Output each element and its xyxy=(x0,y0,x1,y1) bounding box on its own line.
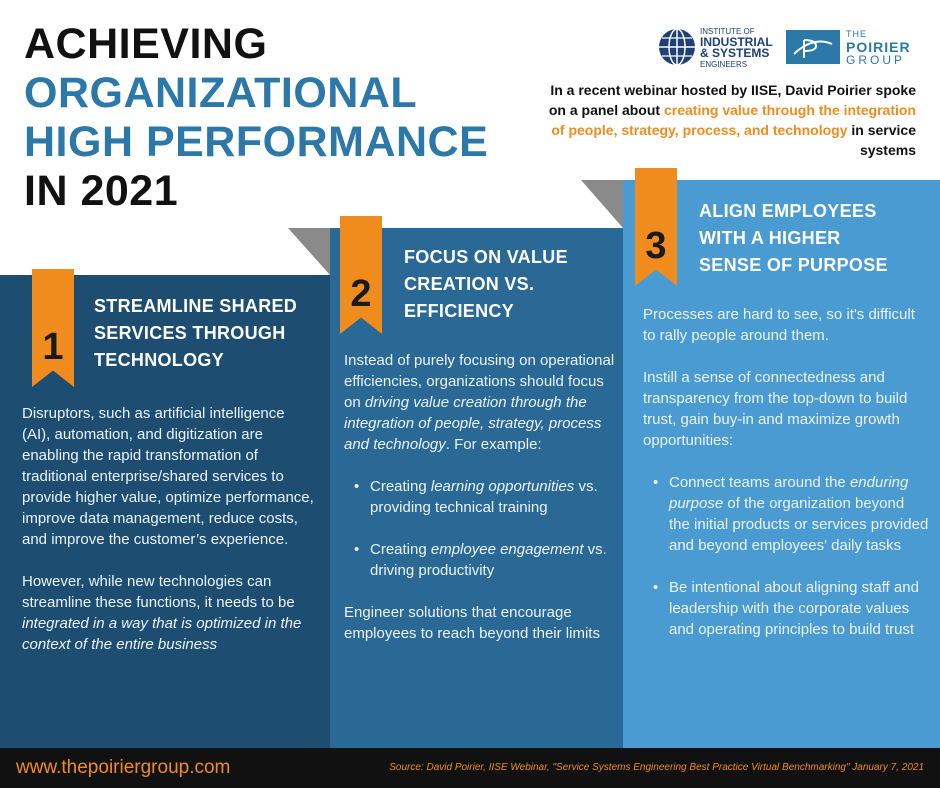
step-3-number: 3 xyxy=(645,225,667,267)
step-2-bullet-2-end: vs. driving productivity xyxy=(370,541,607,579)
intro-part-1: In a recent webinar hosted by IISE, Davi… xyxy=(548,82,916,118)
step-2-intro-emphasis: driving value creation through the integ… xyxy=(344,394,602,453)
step-2-bullet-1-start: Creating xyxy=(370,478,431,495)
step-3-heading-line-1: ALIGN EMPLOYEES xyxy=(699,201,877,221)
step-3-body: Processes are hard to see, so it's diffi… xyxy=(643,304,929,640)
step-1-body: Disruptors, such as artificial intellige… xyxy=(22,403,314,655)
step-2-intro-end: . For example: xyxy=(445,436,542,453)
iise-line-2: INDUSTRIAL xyxy=(700,35,773,49)
step-2-badge: 2 xyxy=(340,216,382,334)
step-1-paragraph-2-start: However, while new technologies can stre… xyxy=(22,573,295,611)
iise-logo-text: INSTITUTE OF INDUSTRIAL & SYSTEMS ENGINE… xyxy=(700,26,773,70)
step-3-bullet-2-text: Be intentional about aligning staff and … xyxy=(669,579,919,638)
step-1-heading: STREAMLINE SHARED SERVICES THROUGH TECHN… xyxy=(94,293,297,374)
step-3-bullet-1-emphasis: enduring purpose xyxy=(669,474,909,512)
pg-line-1: THE xyxy=(846,29,867,39)
step-2-heading-line-2: CREATION VS. xyxy=(404,274,535,294)
step-2-bullet-2: • Creating employee engagement vs. drivin… xyxy=(344,539,618,581)
bullet-dot-icon: • xyxy=(354,541,360,558)
step-2-bullet-2-start: Creating xyxy=(370,541,431,558)
step-3-paragraph-1: Processes are hard to see, so it's diffi… xyxy=(643,306,915,344)
iise-line-3: & SYSTEMS xyxy=(700,46,770,60)
iise-line-4: ENGINEERS xyxy=(700,60,748,69)
step-2-number: 2 xyxy=(350,273,372,315)
step-1-paragraph-1: Disruptors, such as artificial intellige… xyxy=(22,405,314,548)
step-2-body: Instead of purely focusing on operationa… xyxy=(344,350,618,644)
step-1-heading-line-1: STREAMLINE SHARED xyxy=(94,296,298,316)
step-1-paragraph-2: However, while new technologies can stre… xyxy=(22,571,314,655)
step-1-paragraph-2-emphasis: integrated in a way that is optimized in… xyxy=(22,615,302,653)
step-1-number: 1 xyxy=(42,326,64,368)
globe-logo-icon xyxy=(659,28,695,66)
intro-highlight: creating value through the integration o… xyxy=(551,102,916,138)
step-3-heading: ALIGN EMPLOYEES WITH A HIGHER SENSE OF P… xyxy=(699,198,888,279)
step-1-heading-line-2: SERVICES THROUGH xyxy=(94,323,286,343)
footer-bar: www.thepoiriergroup.com Source: David Po… xyxy=(0,748,940,788)
step-1-heading-line-3: TECHNOLOGY xyxy=(94,350,225,370)
pg-line-3: GROUP xyxy=(846,53,906,67)
step-2-bullet-1-end: vs. providing technical training xyxy=(370,478,598,516)
step-1-panel: 1 STREAMLINE SHARED SERVICES THROUGH TEC… xyxy=(0,269,330,748)
title-line-3: HIGH PERFORMANCE xyxy=(24,118,489,166)
title-line-4: IN 2021 xyxy=(24,167,179,215)
step-2-bullet-2-emphasis: employee engagement xyxy=(430,541,584,558)
step-3-heading-line-3: SENSE OF PURPOSE xyxy=(699,255,888,275)
step-1-badge: 1 xyxy=(32,269,74,387)
step-3-bullet-1-start: Connect teams around the xyxy=(669,474,850,491)
title-line-1: ACHIEVING xyxy=(24,20,268,68)
intro-text: In a recent webinar hosted by IISE, Davi… xyxy=(536,80,916,160)
step-2-intro-start: Instead of purely focusing on operationa… xyxy=(344,352,615,411)
step-3-bullet-1-end: of the organization beyond the initial p… xyxy=(669,495,929,554)
step-3-badge: 3 xyxy=(635,168,677,286)
step-3-bullet-2: • Be intentional about aligning staff and… xyxy=(643,577,929,640)
step-3-panel: 3 ALIGN EMPLOYEES WITH A HIGHER SENSE OF… xyxy=(623,168,940,748)
step-2-intro: Instead of purely focusing on operationa… xyxy=(344,350,618,455)
source-citation: Source: David Poirier, IISE Webinar, "Se… xyxy=(389,762,924,773)
bullet-dot-icon: • xyxy=(354,478,360,495)
step-fold-2 xyxy=(288,228,330,275)
step-2-heading: FOCUS ON VALUE CREATION VS. EFFICIENCY xyxy=(404,244,568,325)
bullet-dot-icon: • xyxy=(653,474,659,491)
step-3-heading-line-2: WITH A HIGHER xyxy=(699,228,841,248)
page-title: ACHIEVING ORGANIZATIONAL HIGH PERFORMANC… xyxy=(24,20,488,216)
title-line-2: ORGANIZATIONAL xyxy=(24,69,418,117)
website-link[interactable]: www.thepoiriergroup.com xyxy=(16,757,231,778)
step-2-heading-line-1: FOCUS ON VALUE xyxy=(404,247,568,267)
step-2-bullet-1-emphasis: learning opportunities xyxy=(430,478,575,495)
intro-part-2: in service systems xyxy=(847,122,916,158)
poirier-mark-icon xyxy=(786,30,840,64)
step-2-panel: 2 FOCUS ON VALUE CREATION VS. EFFICIENCY… xyxy=(330,216,623,748)
step-2-heading-line-3: EFFICIENCY xyxy=(404,301,515,321)
step-3-paragraph-2: Instill a sense of connectedness and tra… xyxy=(643,369,908,449)
partner-logos: INSTITUTE OF INDUSTRIAL & SYSTEMS ENGINE… xyxy=(658,22,928,72)
step-2-closing: Engineer solutions that encourage employ… xyxy=(344,604,600,642)
step-fold-3 xyxy=(581,180,623,228)
step-2-bullet-1: • Creating learning opportunities vs. pro… xyxy=(344,476,618,518)
iise-line-1: INSTITUTE OF xyxy=(700,27,755,36)
step-3-bullet-1: • Connect teams around the enduring purpo… xyxy=(643,472,929,556)
pg-line-2: POIRIER xyxy=(846,39,911,55)
poirier-logo-text: THE POIRIER GROUP xyxy=(846,28,911,67)
bullet-dot-icon: • xyxy=(653,579,659,596)
